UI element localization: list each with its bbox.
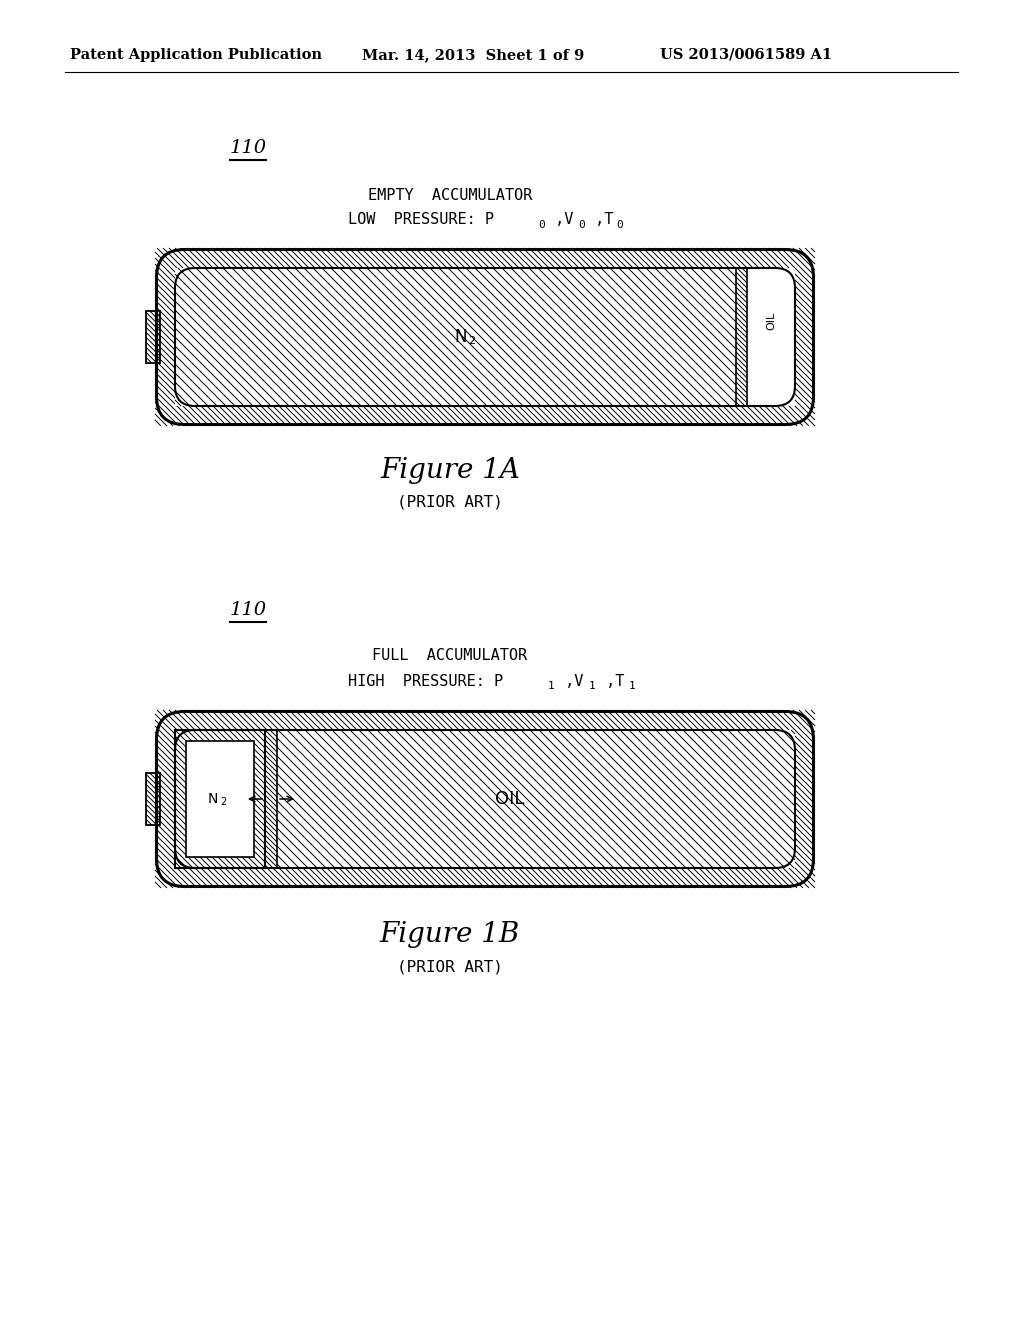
Text: Patent Application Publication: Patent Application Publication: [70, 48, 322, 62]
Bar: [146, 310, 160, 363]
Text: 2: 2: [468, 337, 475, 346]
Text: N: N: [208, 792, 218, 807]
Text: 0: 0: [538, 220, 545, 230]
Bar: [186, 741, 254, 857]
Text: OIL: OIL: [496, 789, 524, 808]
Text: ,T: ,T: [586, 213, 613, 227]
Text: FULL  ACCUMULATOR: FULL ACCUMULATOR: [373, 648, 527, 663]
Bar: [146, 772, 160, 825]
Text: 110: 110: [229, 139, 266, 157]
Text: (PRIOR ART): (PRIOR ART): [397, 495, 503, 510]
Bar: [186, 741, 254, 857]
Text: N: N: [455, 327, 467, 346]
Text: Figure 1A: Figure 1A: [380, 457, 520, 483]
Bar: [265, 730, 278, 869]
Text: (PRIOR ART): (PRIOR ART): [397, 960, 503, 974]
Bar: [736, 268, 746, 407]
Text: LOW  PRESSURE: P: LOW PRESSURE: P: [348, 213, 494, 227]
Text: ,T: ,T: [597, 673, 625, 689]
Text: HIGH  PRESSURE: P: HIGH PRESSURE: P: [348, 673, 503, 689]
Text: OIL: OIL: [766, 312, 776, 330]
Polygon shape: [746, 345, 776, 407]
Text: 1: 1: [548, 681, 555, 690]
Text: 0: 0: [578, 220, 585, 230]
Bar: [175, 730, 795, 869]
Text: ,V: ,V: [556, 673, 584, 689]
Text: US 2013/0061589 A1: US 2013/0061589 A1: [660, 48, 833, 62]
Text: 1: 1: [629, 681, 636, 690]
Text: 110: 110: [229, 601, 266, 619]
Text: Figure 1B: Figure 1B: [380, 921, 520, 949]
Text: ,V: ,V: [546, 213, 573, 227]
Text: 0: 0: [616, 220, 623, 230]
Bar: [175, 268, 795, 407]
Bar: [746, 268, 795, 407]
Text: 1: 1: [589, 681, 596, 690]
Text: 2: 2: [220, 797, 226, 807]
Text: EMPTY  ACCUMULATOR: EMPTY ACCUMULATOR: [368, 187, 532, 202]
Text: Mar. 14, 2013  Sheet 1 of 9: Mar. 14, 2013 Sheet 1 of 9: [362, 48, 585, 62]
Bar: [175, 730, 265, 869]
